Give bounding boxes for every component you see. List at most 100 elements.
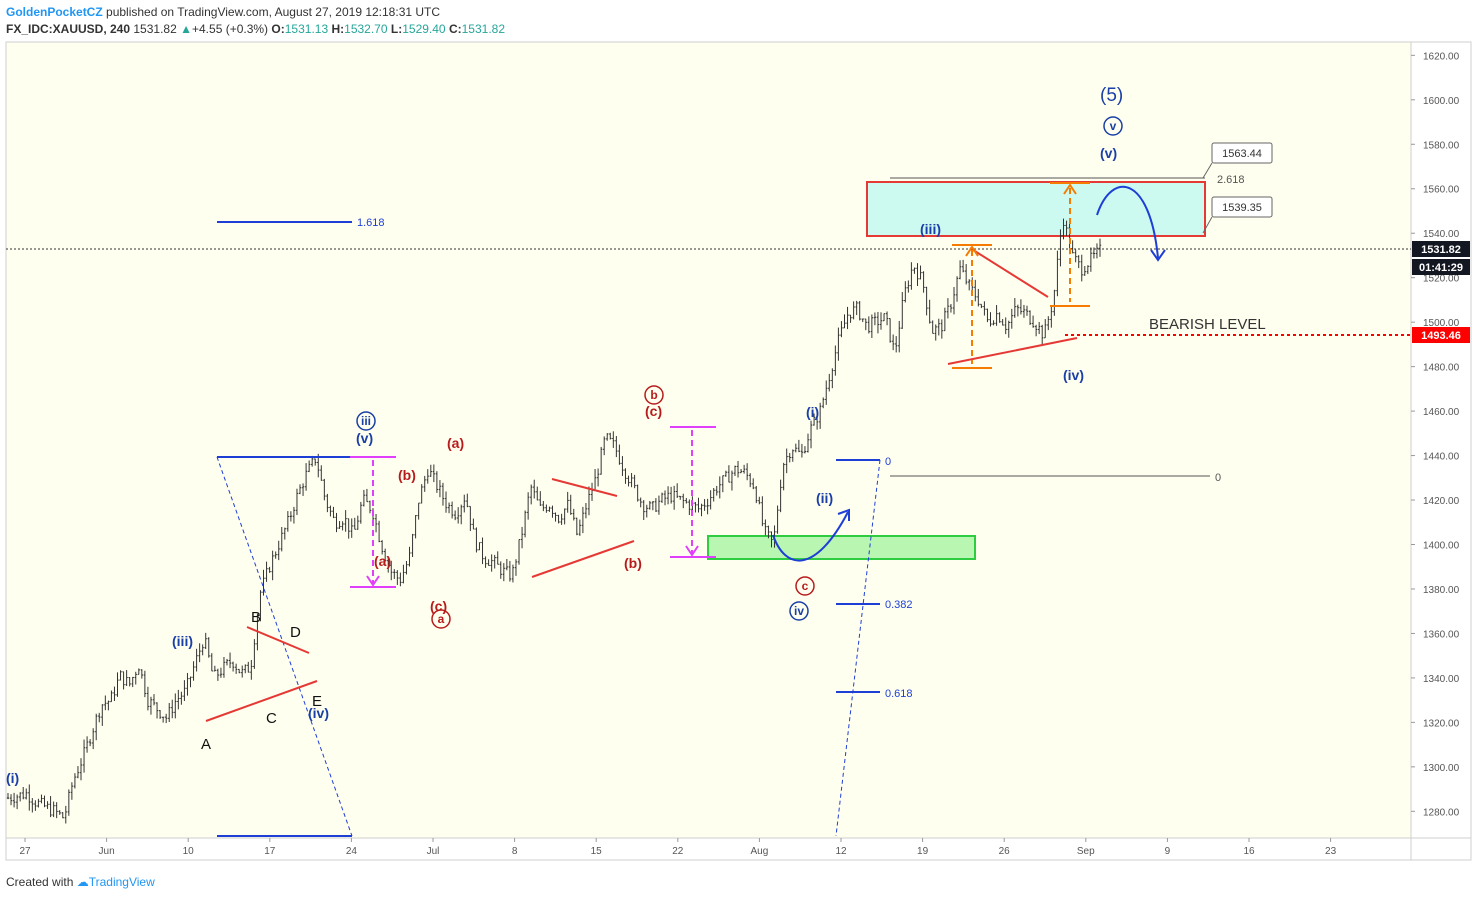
zero-ray-label: 0 xyxy=(1215,472,1221,484)
x-tick-label: 19 xyxy=(917,846,929,857)
y-tick-label: 1500.00 xyxy=(1423,318,1460,329)
fib-0618-label: 0.618 xyxy=(885,688,913,700)
author-link[interactable]: GoldenPocketCZ xyxy=(6,5,103,19)
measure-2-arrow xyxy=(685,545,699,557)
footer: Created with ☁TradingView xyxy=(6,875,155,889)
price-change: +4.55 (+0.3%) xyxy=(192,22,269,36)
circle-iv-ring xyxy=(789,601,809,621)
tradingview-link[interactable]: TradingView xyxy=(88,875,155,889)
label-E: E xyxy=(312,693,322,710)
up-arrow-icon: ▲ xyxy=(180,22,192,36)
y-tick-label: 1600.00 xyxy=(1423,96,1460,107)
close-value: 1531.82 xyxy=(461,22,506,36)
x-tick-label: Jul xyxy=(427,846,440,857)
plot-background xyxy=(5,41,1412,839)
y-tick-label: 1420.00 xyxy=(1423,496,1460,507)
wave-label-c-top: (c) xyxy=(645,403,662,419)
bearish-level-text: BEARISH LEVEL xyxy=(1149,316,1266,333)
x-tick-label: 8 xyxy=(512,846,518,857)
circle-v-label: v xyxy=(1110,119,1117,133)
x-tick-label: Sep xyxy=(1077,846,1095,857)
x-tick-label: 12 xyxy=(835,846,847,857)
callout-1563-label: 1563.44 xyxy=(1222,148,1262,160)
candles xyxy=(6,218,1102,824)
wave-label-iv-aug: (iv) xyxy=(1063,367,1084,383)
callout-1563-box xyxy=(1211,142,1273,164)
y-tick-label: 1580.00 xyxy=(1423,140,1460,151)
x-tick-label: 10 xyxy=(183,846,195,857)
ohlc-line: FX_IDC:XAUUSD, 240 1531.82 ▲+4.55 (+0.3%… xyxy=(6,22,505,36)
x-tick-label: 15 xyxy=(591,846,603,857)
publish-line: GoldenPocketCZ published on TradingView.… xyxy=(6,5,440,19)
x-tick-label: 22 xyxy=(672,846,684,857)
y-tick-label: 1620.00 xyxy=(1423,51,1460,62)
projection-arrows xyxy=(772,185,1166,562)
y-tick-label: 1280.00 xyxy=(1423,807,1460,818)
wave-label-iv-jun: (iv) xyxy=(308,705,329,721)
x-tick-label: 16 xyxy=(1243,846,1255,857)
label-A: A xyxy=(201,736,211,753)
callout-1539-pointer xyxy=(1202,216,1213,234)
y-tick-label: 1300.00 xyxy=(1423,763,1460,774)
created-with-text: Created with xyxy=(6,875,74,889)
label-B: B xyxy=(251,609,261,626)
y-tick-label: 1340.00 xyxy=(1423,674,1460,685)
wave-label-i-start: (i) xyxy=(6,770,19,786)
triangle-abcde-upper xyxy=(246,626,310,654)
wave-label-iii-aug: (iii) xyxy=(920,221,941,237)
axis-corner xyxy=(1410,837,1472,861)
wave-label-a-jun: (a) xyxy=(374,553,391,569)
close-label: C: xyxy=(448,22,462,36)
triangle-lines xyxy=(205,247,1078,722)
x-tick-label: Aug xyxy=(751,846,769,857)
triangle-jul-upper xyxy=(551,478,618,497)
measure-1-arrow xyxy=(366,575,380,587)
y-tick-label: 1560.00 xyxy=(1423,185,1460,196)
x-tick-label: 17 xyxy=(264,846,276,857)
circle-iii-label: iii xyxy=(361,414,371,428)
tradingview-logo-icon: ☁ xyxy=(76,875,89,889)
last-price-badge-text: 1531.82 xyxy=(1421,244,1461,256)
wave-label-iii-jun: (iii) xyxy=(172,633,193,649)
triangle-abcde-lower xyxy=(205,680,318,722)
wave-label-i-aug: (i) xyxy=(806,404,819,420)
x-tick-label: 9 xyxy=(1165,846,1171,857)
circle-c-ring xyxy=(795,576,815,596)
low-value: 1529.40 xyxy=(402,22,446,36)
last-price-badge xyxy=(1412,241,1470,257)
circle-v-ring xyxy=(1103,116,1123,136)
triangle-labels: A B C D E xyxy=(201,609,322,753)
fib-right-trend xyxy=(835,459,881,837)
wave-label-ii-aug: (ii) xyxy=(816,490,833,506)
last-price: 1531.82 xyxy=(133,22,177,36)
callout-1539-box xyxy=(1211,196,1273,218)
wave-label-b-jul: (b) xyxy=(624,555,642,571)
x-tick-label: 26 xyxy=(999,846,1011,857)
measure-3-arrow xyxy=(965,245,979,257)
high-value: 1532.70 xyxy=(344,22,388,36)
y-tick-label: 1440.00 xyxy=(1423,452,1460,463)
ext-2618-label: 2.618 xyxy=(1217,174,1245,186)
label-D: D xyxy=(290,624,301,641)
time-axis[interactable] xyxy=(5,837,1412,861)
triangle-aug-upper xyxy=(969,247,1049,298)
wave-label-b-jun: (b) xyxy=(398,467,416,483)
bearish-level-badge xyxy=(1412,327,1470,343)
support-zone xyxy=(707,535,976,560)
circle-iii-ring xyxy=(356,411,376,431)
y-tick-label: 1520.00 xyxy=(1423,274,1460,285)
y-tick-label: 1460.00 xyxy=(1423,407,1460,418)
circled-labels: iii iv v a b c xyxy=(356,116,1123,629)
wave-labels: (i) (iii) (iv) (v) (i) (ii) (iii) (iv) (… xyxy=(6,85,1123,786)
circle-iv-label: iv xyxy=(794,604,804,618)
open-label: O: xyxy=(271,22,285,36)
x-tick-label: 27 xyxy=(19,846,31,857)
x-tick-label: Jun xyxy=(99,846,115,857)
wave-label-v-aug: (v) xyxy=(1100,145,1117,161)
wave-label-v-jun: (v) xyxy=(356,430,373,446)
magenta-measures xyxy=(350,426,716,588)
countdown-badge xyxy=(1412,259,1470,275)
price-axis[interactable] xyxy=(1410,41,1472,839)
y-tick-label: 1480.00 xyxy=(1423,363,1460,374)
